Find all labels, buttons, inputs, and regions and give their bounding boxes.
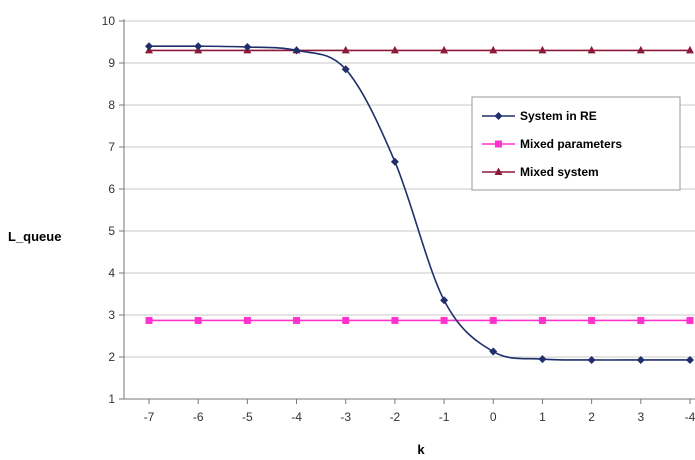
data-point: [538, 45, 547, 54]
data-point: [588, 316, 596, 324]
x-tick-label: 1: [539, 410, 546, 424]
legend: System in RE Mixed parameters Mixed system: [471, 96, 681, 191]
legend-label: Mixed system: [520, 165, 599, 179]
x-tick-label: 2: [588, 410, 595, 424]
data-point: [145, 316, 153, 324]
y-tick-label: 8: [108, 98, 115, 112]
data-point: [292, 46, 301, 55]
legend-marker: [494, 167, 503, 175]
x-tick-label: -4: [291, 410, 302, 424]
x-tick-label: -3: [340, 410, 351, 424]
x-tick-label: -5: [242, 410, 253, 424]
legend-label: System in RE: [520, 109, 597, 123]
data-point: [194, 42, 203, 51]
data-point: [391, 316, 399, 324]
data-point: [145, 42, 153, 51]
y-tick-label: 6: [108, 182, 115, 196]
series-line: [148, 45, 690, 361]
data-point: [440, 316, 448, 324]
data-point: [489, 316, 497, 324]
labels: L_queue k 1 2 3 4 5 6 7 8 9 10 -7 -6 -5 -4 -3 -2 -1 0 1 2 3 -…: [8, 14, 695, 457]
data-point: [489, 347, 498, 356]
x-tick-label: 3: [637, 410, 644, 424]
data-point: [390, 157, 399, 166]
data-point: [685, 355, 694, 364]
y-tick-label: 7: [108, 140, 115, 154]
data-point: [243, 316, 251, 324]
data-point: [686, 316, 694, 324]
y-axis-title: L_queue: [8, 229, 61, 244]
x-tick-label: -1: [439, 410, 450, 424]
data-point: [194, 316, 202, 324]
data-point: [637, 316, 645, 324]
data-point: [293, 316, 301, 324]
y-tick-label: 2: [108, 350, 115, 364]
data-point: [636, 45, 645, 54]
data-point: [587, 355, 596, 364]
x-tick-label: 0: [490, 410, 497, 424]
data-point: [440, 296, 449, 305]
data-point: [243, 43, 252, 52]
y-tick-label: 9: [108, 56, 115, 70]
x-tick-label: -4: [685, 410, 695, 424]
data-point: [440, 45, 449, 54]
x-tick-label: -6: [193, 410, 204, 424]
gridlines: [124, 20, 695, 358]
legend-label: Mixed parameters: [520, 137, 622, 151]
data-point: [538, 355, 547, 364]
data-point: [489, 45, 498, 54]
axes: [119, 19, 695, 404]
data-point: [390, 45, 399, 54]
y-tick-label: 4: [108, 266, 115, 280]
x-axis-title: k: [417, 442, 425, 457]
series-0: [145, 42, 694, 364]
y-tick-label: 3: [108, 308, 115, 322]
data-point: [538, 316, 546, 324]
y-tick-label: 1: [108, 392, 115, 406]
series-1: [145, 316, 694, 324]
data-point: [341, 65, 350, 74]
legend-marker: [495, 140, 502, 148]
data-point: [341, 45, 350, 54]
y-tick-label: 5: [108, 224, 115, 238]
data-point: [342, 316, 350, 324]
data-point: [636, 355, 645, 364]
y-tick-label: 10: [102, 14, 116, 28]
series: [145, 42, 694, 364]
data-point: [587, 45, 596, 54]
x-tick-label: -7: [144, 410, 155, 424]
x-tick-label: -2: [390, 410, 401, 424]
legend-marker: [494, 112, 503, 120]
data-point: [685, 45, 694, 54]
